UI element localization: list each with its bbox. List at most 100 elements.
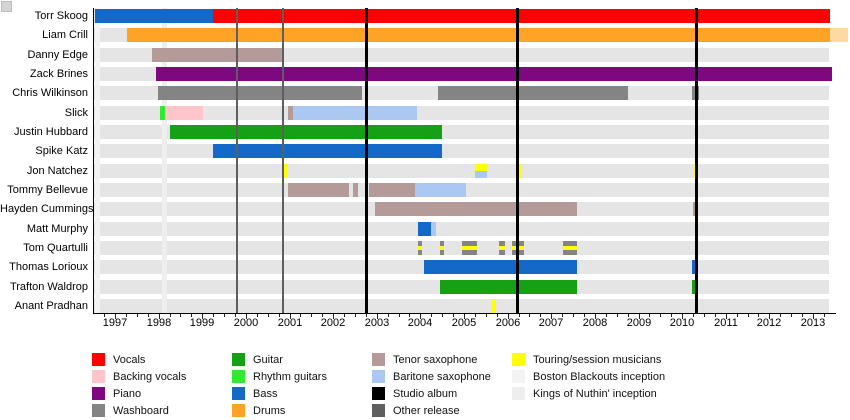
quarter-minor-tick [486,314,487,317]
legend-label: Touring/session musicians [533,354,662,366]
legend-label: Other release [393,405,460,417]
member-track [94,299,829,313]
timeline-bar [353,183,358,197]
quarter-minor-tick [704,314,705,317]
washboard-stripe [563,250,577,255]
tenor-sax-stripe [288,106,293,120]
quarter-minor-tick [497,314,498,317]
quarter-minor-tick [300,314,301,317]
baritone-sax-stripe [293,106,417,120]
year-major-tick [726,314,727,319]
member-label: Anant Pradhan [14,299,88,312]
quarter-minor-tick [366,314,367,317]
legend-swatch-backing-vocals [92,370,105,383]
quarter-minor-tick [268,314,269,317]
piano-stripe [156,67,832,81]
touring-stripe [418,246,422,251]
year-major-tick [115,314,116,319]
quarter-minor-tick [671,314,672,317]
quarter-minor-tick [737,314,738,317]
guitar-stripe [170,125,442,139]
bass-stripe [424,260,577,274]
timeline-bar [375,202,577,216]
timeline-bar [499,241,505,255]
quarter-minor-tick [180,314,181,317]
timeline-bar [288,183,349,197]
touring-stripe [499,246,505,251]
quarter-minor-tick [137,314,138,317]
washboard-stripe [462,241,477,246]
bass-stripe [95,9,213,23]
touring-stripe [462,246,477,251]
quarter-minor-tick [311,314,312,317]
rhythm-guitars-stripe [160,106,165,120]
member-label: Slick [64,106,88,119]
member-label: Hayden Cummings [0,203,94,216]
quarter-minor-tick [431,314,432,317]
quarter-minor-tick [126,314,127,317]
washboard-stripe [563,241,577,246]
year-major-tick [333,314,334,319]
member-label: Matt Murphy [26,222,88,235]
timeline-bar [170,125,442,139]
legend-label: Vocals [113,354,146,366]
year-tick-label: 2010 [669,317,695,329]
year-tick-label: 2005 [451,317,477,329]
year-tick-label: 2008 [582,317,608,329]
timeline-bar [165,106,203,120]
year-tick-label: 2009 [626,317,652,329]
washboard-stripe [418,250,422,255]
baritone-sax-stripe [415,183,466,197]
legend-swatch-touring [512,353,525,366]
quarter-minor-tick [824,314,825,317]
year-tick-label: 1997 [102,317,128,329]
legend-label: Washboard [113,405,169,417]
timeline-bar [158,86,362,100]
washboard-stripe [499,241,505,246]
quarter-minor-tick [344,314,345,317]
legend-swatch-tenor-sax [372,353,385,366]
quarter-minor-tick [235,314,236,317]
quarter-minor-tick [399,314,400,317]
legend-swatch-studio-album [372,387,385,400]
quarter-minor-tick [442,314,443,317]
member-track [94,106,829,120]
year-major-tick [682,314,683,319]
quarter-minor-tick [453,314,454,317]
member-label: Torr Skoog [34,10,88,22]
quarter-minor-tick [322,314,323,317]
member-track [94,241,829,255]
quarter-minor-tick [213,314,214,317]
drums-fade-stripe [830,28,848,42]
quarter-minor-tick [780,314,781,317]
year-tick-label: 1998 [146,317,172,329]
timeline-bar [213,144,442,158]
member-label: Jon Natchez [26,164,88,177]
member-track [94,222,829,236]
legend-swatch-kings-of-nuthin-inception [512,387,525,400]
quarter-minor-tick [279,314,280,317]
member-label: Tom Quartulli [23,241,88,254]
other-release-line [282,8,284,313]
legend-label: Backing vocals [113,371,187,383]
year-major-tick [639,314,640,319]
timeline-bar [95,9,213,23]
member-label: Thomas Lorioux [9,261,88,274]
corner-artifact [1,1,12,12]
year-tick-label: 2001 [277,317,303,329]
y-axis-line [93,8,94,313]
timeline-bar [440,241,444,255]
tenor-sax-stripe [152,48,283,62]
touring-stripe [492,299,496,313]
quarter-minor-tick [573,314,574,317]
legend-swatch-other-release [372,404,385,417]
member-label: Liam Crill [42,29,88,42]
timeline-bar [127,28,830,42]
quarter-minor-tick [170,314,171,317]
legend-label: Baritone saxophone [393,371,491,383]
member-label: Chris Wilkinson [12,87,88,100]
quarter-minor-tick [758,314,759,317]
legend-label: Guitar [253,354,283,366]
other-release-line [236,8,238,313]
year-major-tick [769,314,770,319]
